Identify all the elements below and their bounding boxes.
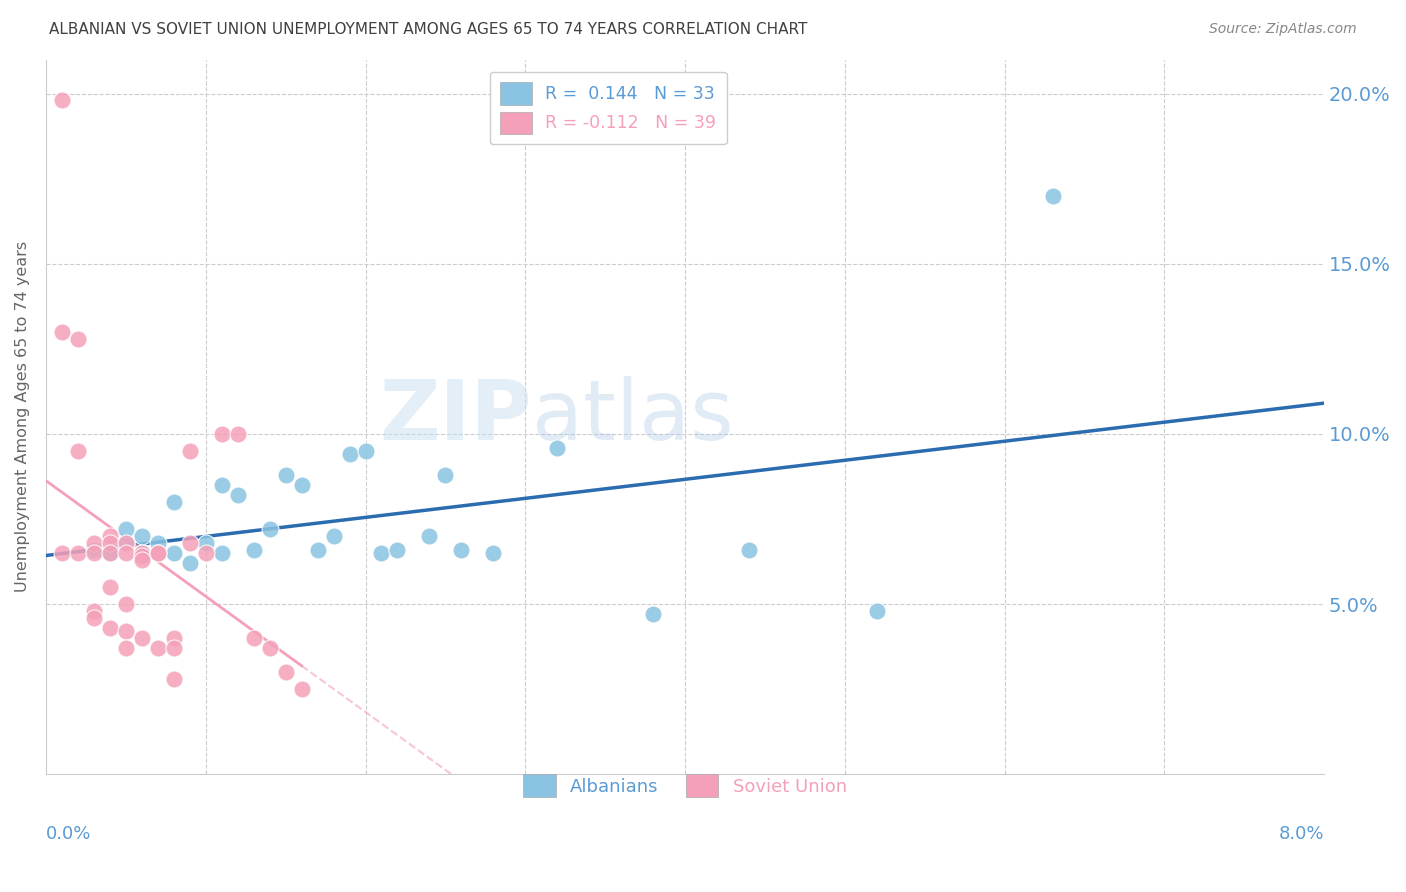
Point — [115, 536, 138, 550]
Point — [738, 542, 761, 557]
Point — [131, 549, 153, 564]
Point — [115, 522, 138, 536]
Point — [434, 467, 457, 482]
Point — [450, 542, 472, 557]
Point — [179, 536, 201, 550]
Point — [83, 536, 105, 550]
Point — [163, 546, 186, 560]
Point — [115, 597, 138, 611]
Point — [146, 546, 169, 560]
Point — [242, 631, 264, 645]
Point — [274, 467, 297, 482]
Point — [98, 546, 121, 560]
Point — [146, 546, 169, 560]
Point — [51, 325, 73, 339]
Point — [194, 546, 217, 560]
Point — [339, 447, 361, 461]
Point — [211, 426, 233, 441]
Point — [194, 536, 217, 550]
Point — [98, 529, 121, 543]
Point — [259, 641, 281, 656]
Text: ZIP: ZIP — [380, 376, 531, 458]
Point — [146, 641, 169, 656]
Point — [226, 488, 249, 502]
Point — [115, 641, 138, 656]
Point — [1042, 188, 1064, 202]
Point — [259, 522, 281, 536]
Text: 0.0%: 0.0% — [46, 825, 91, 843]
Point — [163, 631, 186, 645]
Point — [131, 529, 153, 543]
Point — [418, 529, 440, 543]
Point — [98, 580, 121, 594]
Point — [98, 546, 121, 560]
Text: atlas: atlas — [531, 376, 734, 458]
Point — [131, 546, 153, 560]
Point — [482, 546, 505, 560]
Point — [322, 529, 344, 543]
Point — [307, 542, 329, 557]
Point — [146, 536, 169, 550]
Point — [131, 631, 153, 645]
Point — [83, 542, 105, 557]
Point — [115, 546, 138, 560]
Text: ALBANIAN VS SOVIET UNION UNEMPLOYMENT AMONG AGES 65 TO 74 YEARS CORRELATION CHAR: ALBANIAN VS SOVIET UNION UNEMPLOYMENT AM… — [49, 22, 807, 37]
Point — [66, 546, 89, 560]
Point — [211, 546, 233, 560]
Point — [291, 478, 314, 492]
Point — [83, 604, 105, 618]
Point — [291, 682, 314, 697]
Point — [163, 641, 186, 656]
Point — [866, 604, 889, 618]
Y-axis label: Unemployment Among Ages 65 to 74 years: Unemployment Among Ages 65 to 74 years — [15, 242, 30, 592]
Point — [115, 624, 138, 639]
Point — [354, 444, 377, 458]
Point — [643, 607, 665, 622]
Point — [370, 546, 392, 560]
Point — [83, 546, 105, 560]
Point — [66, 444, 89, 458]
Point — [242, 542, 264, 557]
Point — [163, 495, 186, 509]
Point — [98, 621, 121, 635]
Point — [115, 536, 138, 550]
Text: 8.0%: 8.0% — [1278, 825, 1324, 843]
Point — [51, 94, 73, 108]
Point — [51, 546, 73, 560]
Point — [546, 441, 568, 455]
Point — [387, 542, 409, 557]
Point — [179, 556, 201, 570]
Point — [274, 665, 297, 680]
Point — [131, 553, 153, 567]
Point — [98, 536, 121, 550]
Legend: Albanians, Soviet Union: Albanians, Soviet Union — [516, 767, 853, 805]
Point — [179, 444, 201, 458]
Point — [226, 426, 249, 441]
Point — [83, 611, 105, 625]
Point — [211, 478, 233, 492]
Point — [163, 672, 186, 686]
Point — [66, 332, 89, 346]
Point — [131, 546, 153, 560]
Text: Source: ZipAtlas.com: Source: ZipAtlas.com — [1209, 22, 1357, 37]
